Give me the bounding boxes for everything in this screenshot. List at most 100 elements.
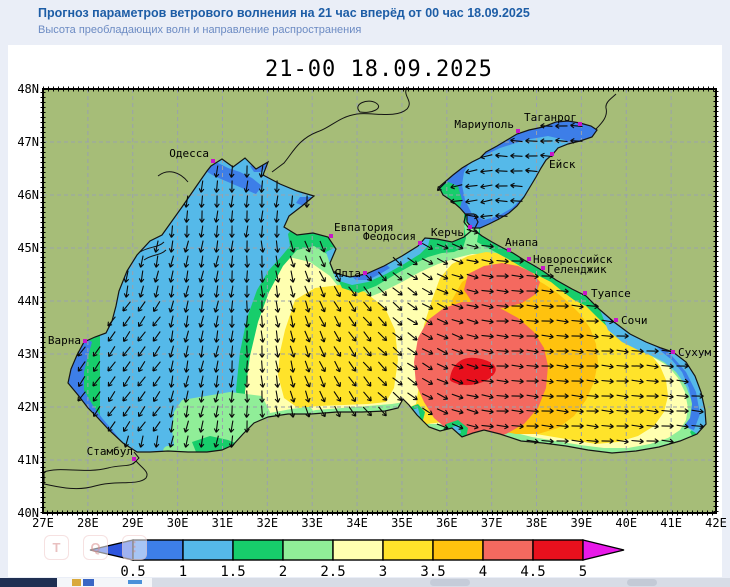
lat-axis-label: 40N — [17, 506, 39, 520]
lon-axis-label: 30E — [167, 516, 189, 530]
footer-link-fragment — [128, 580, 142, 584]
lon-axis-label: 42E — [705, 516, 727, 530]
lat-axis-label: 43N — [17, 347, 39, 361]
legend-box — [282, 539, 334, 561]
forecast-subtitle: Высота преобладающих волн и направление … — [38, 24, 362, 36]
lon-axis-label: 29E — [122, 516, 144, 530]
rivers-and-lakes — [43, 86, 617, 490]
city-dot — [541, 266, 545, 270]
city-label: Анапа — [505, 236, 538, 249]
lat-axis-label: 41N — [17, 453, 39, 467]
footer-white-block — [57, 578, 152, 587]
legend-value: 4 — [479, 564, 487, 580]
wave-region-strip-blue-odessa — [198, 158, 262, 194]
city-dot — [211, 159, 215, 163]
lat-axis-label: 45N — [17, 241, 39, 255]
footer-scroll-fragment — [627, 579, 657, 586]
lon-axis-label: 33E — [301, 516, 323, 530]
city-dot — [516, 129, 520, 133]
wave-region-azov-cyan — [462, 136, 575, 220]
city-label: Туапсе — [591, 287, 631, 300]
city-label: Евпатория — [334, 221, 394, 234]
lon-axis-label: 28E — [77, 516, 99, 530]
city-dot — [578, 122, 582, 126]
map-frame — [42, 88, 717, 514]
city-dot — [507, 248, 511, 252]
city-dot — [418, 241, 422, 245]
city-label: Сухум — [678, 346, 711, 359]
footer-logo-fragment-1 — [72, 579, 81, 586]
wave-direction-arrows — [77, 122, 704, 448]
legend-value: 1.5 — [220, 564, 245, 580]
watermark-dots-icon[interactable]: ⋮ — [122, 534, 147, 560]
footer-strip — [0, 578, 730, 587]
lon-axis-label: 35E — [391, 516, 413, 530]
watermark-text-icon[interactable]: Т — [44, 534, 69, 560]
watermark-search-icon[interactable]: Q — [83, 534, 108, 560]
city-label: Ейск — [549, 158, 576, 171]
wave-height-legend: 0.5 1 1.5 2 2.5 3 3.5 4 4.5 5 — [89, 539, 625, 580]
forecast-title: Прогноз параметров ветрового волнения на… — [38, 6, 530, 20]
legend-value: 0.5 — [120, 564, 145, 580]
wave-region-zone-4.5-5-core — [449, 357, 496, 386]
lat-axis-label: 46N — [17, 188, 39, 202]
legend-value: 2 — [279, 564, 287, 580]
city-dot — [550, 152, 554, 156]
legend-value: 1 — [179, 564, 187, 580]
legend-box — [382, 539, 434, 561]
city-label: Одесса — [169, 147, 209, 160]
city-label: Ялта — [335, 267, 362, 280]
wave-region-zone-3-3.5-west — [278, 285, 398, 408]
city-label: Сочи — [621, 314, 648, 327]
city-label: Геленджик — [547, 263, 607, 276]
city-label: Мариуполь — [454, 118, 514, 131]
lon-axis-label: 31E — [212, 516, 234, 530]
lon-axis-label: 32E — [256, 516, 278, 530]
page-header: Прогноз параметров ветрового волнения на… — [38, 6, 698, 37]
legend-box — [432, 539, 484, 561]
lon-axis-label: 37E — [481, 516, 503, 530]
legend-box — [532, 539, 584, 561]
lat-axis-label: 42N — [17, 400, 39, 414]
city-label: Варна — [48, 334, 81, 347]
city-label: Стамбул — [87, 445, 133, 458]
legend-arrow-above — [582, 539, 625, 561]
city-markers: Одесса Мариуполь Таганрог Ейск ЕвпаторияФеод… — [48, 111, 711, 461]
black-sea-coastline — [67, 157, 707, 454]
legend-value: 4.5 — [520, 564, 545, 580]
lon-axis-label: 27E — [32, 516, 54, 530]
legend-box — [482, 539, 534, 561]
legend-value: 2.5 — [320, 564, 345, 580]
city-dot — [614, 318, 618, 322]
city-dot — [329, 234, 333, 238]
city-dot — [363, 271, 367, 275]
city-dot — [132, 457, 136, 461]
legend-box — [232, 539, 284, 561]
lon-axis-label: 39E — [571, 516, 593, 530]
city-dot — [527, 257, 531, 261]
city-dot — [83, 339, 87, 343]
lon-axis-label: 34E — [346, 516, 368, 530]
city-dot — [671, 350, 675, 354]
wave-region-strip-blue-sukhum — [652, 342, 700, 430]
footer-logo-fragment-2 — [83, 579, 94, 586]
city-label: Керчь — [431, 226, 464, 239]
azov-coastline — [438, 120, 598, 229]
wave-region-band-cyan-caucasus — [600, 310, 706, 436]
legend-box — [332, 539, 384, 561]
lon-axis-label: 36E — [436, 516, 458, 530]
lon-axis-label: 41E — [660, 516, 682, 530]
wave-region-strip-blue-bulgaria — [68, 336, 122, 448]
legend-value: 5 — [579, 564, 587, 580]
city-dot — [468, 225, 472, 229]
legend-value: 3 — [379, 564, 387, 580]
map-title: 21-00 18.09.2025 — [265, 57, 493, 82]
lat-axis-label: 44N — [17, 294, 39, 308]
footer-ui-fragment — [430, 579, 470, 586]
lat-axis-label: 48N — [17, 82, 39, 96]
lon-axis-label: 40E — [615, 516, 637, 530]
watermark-toolbar: Т Q ⋮ — [44, 531, 184, 563]
city-label: Таганрог — [524, 111, 577, 124]
